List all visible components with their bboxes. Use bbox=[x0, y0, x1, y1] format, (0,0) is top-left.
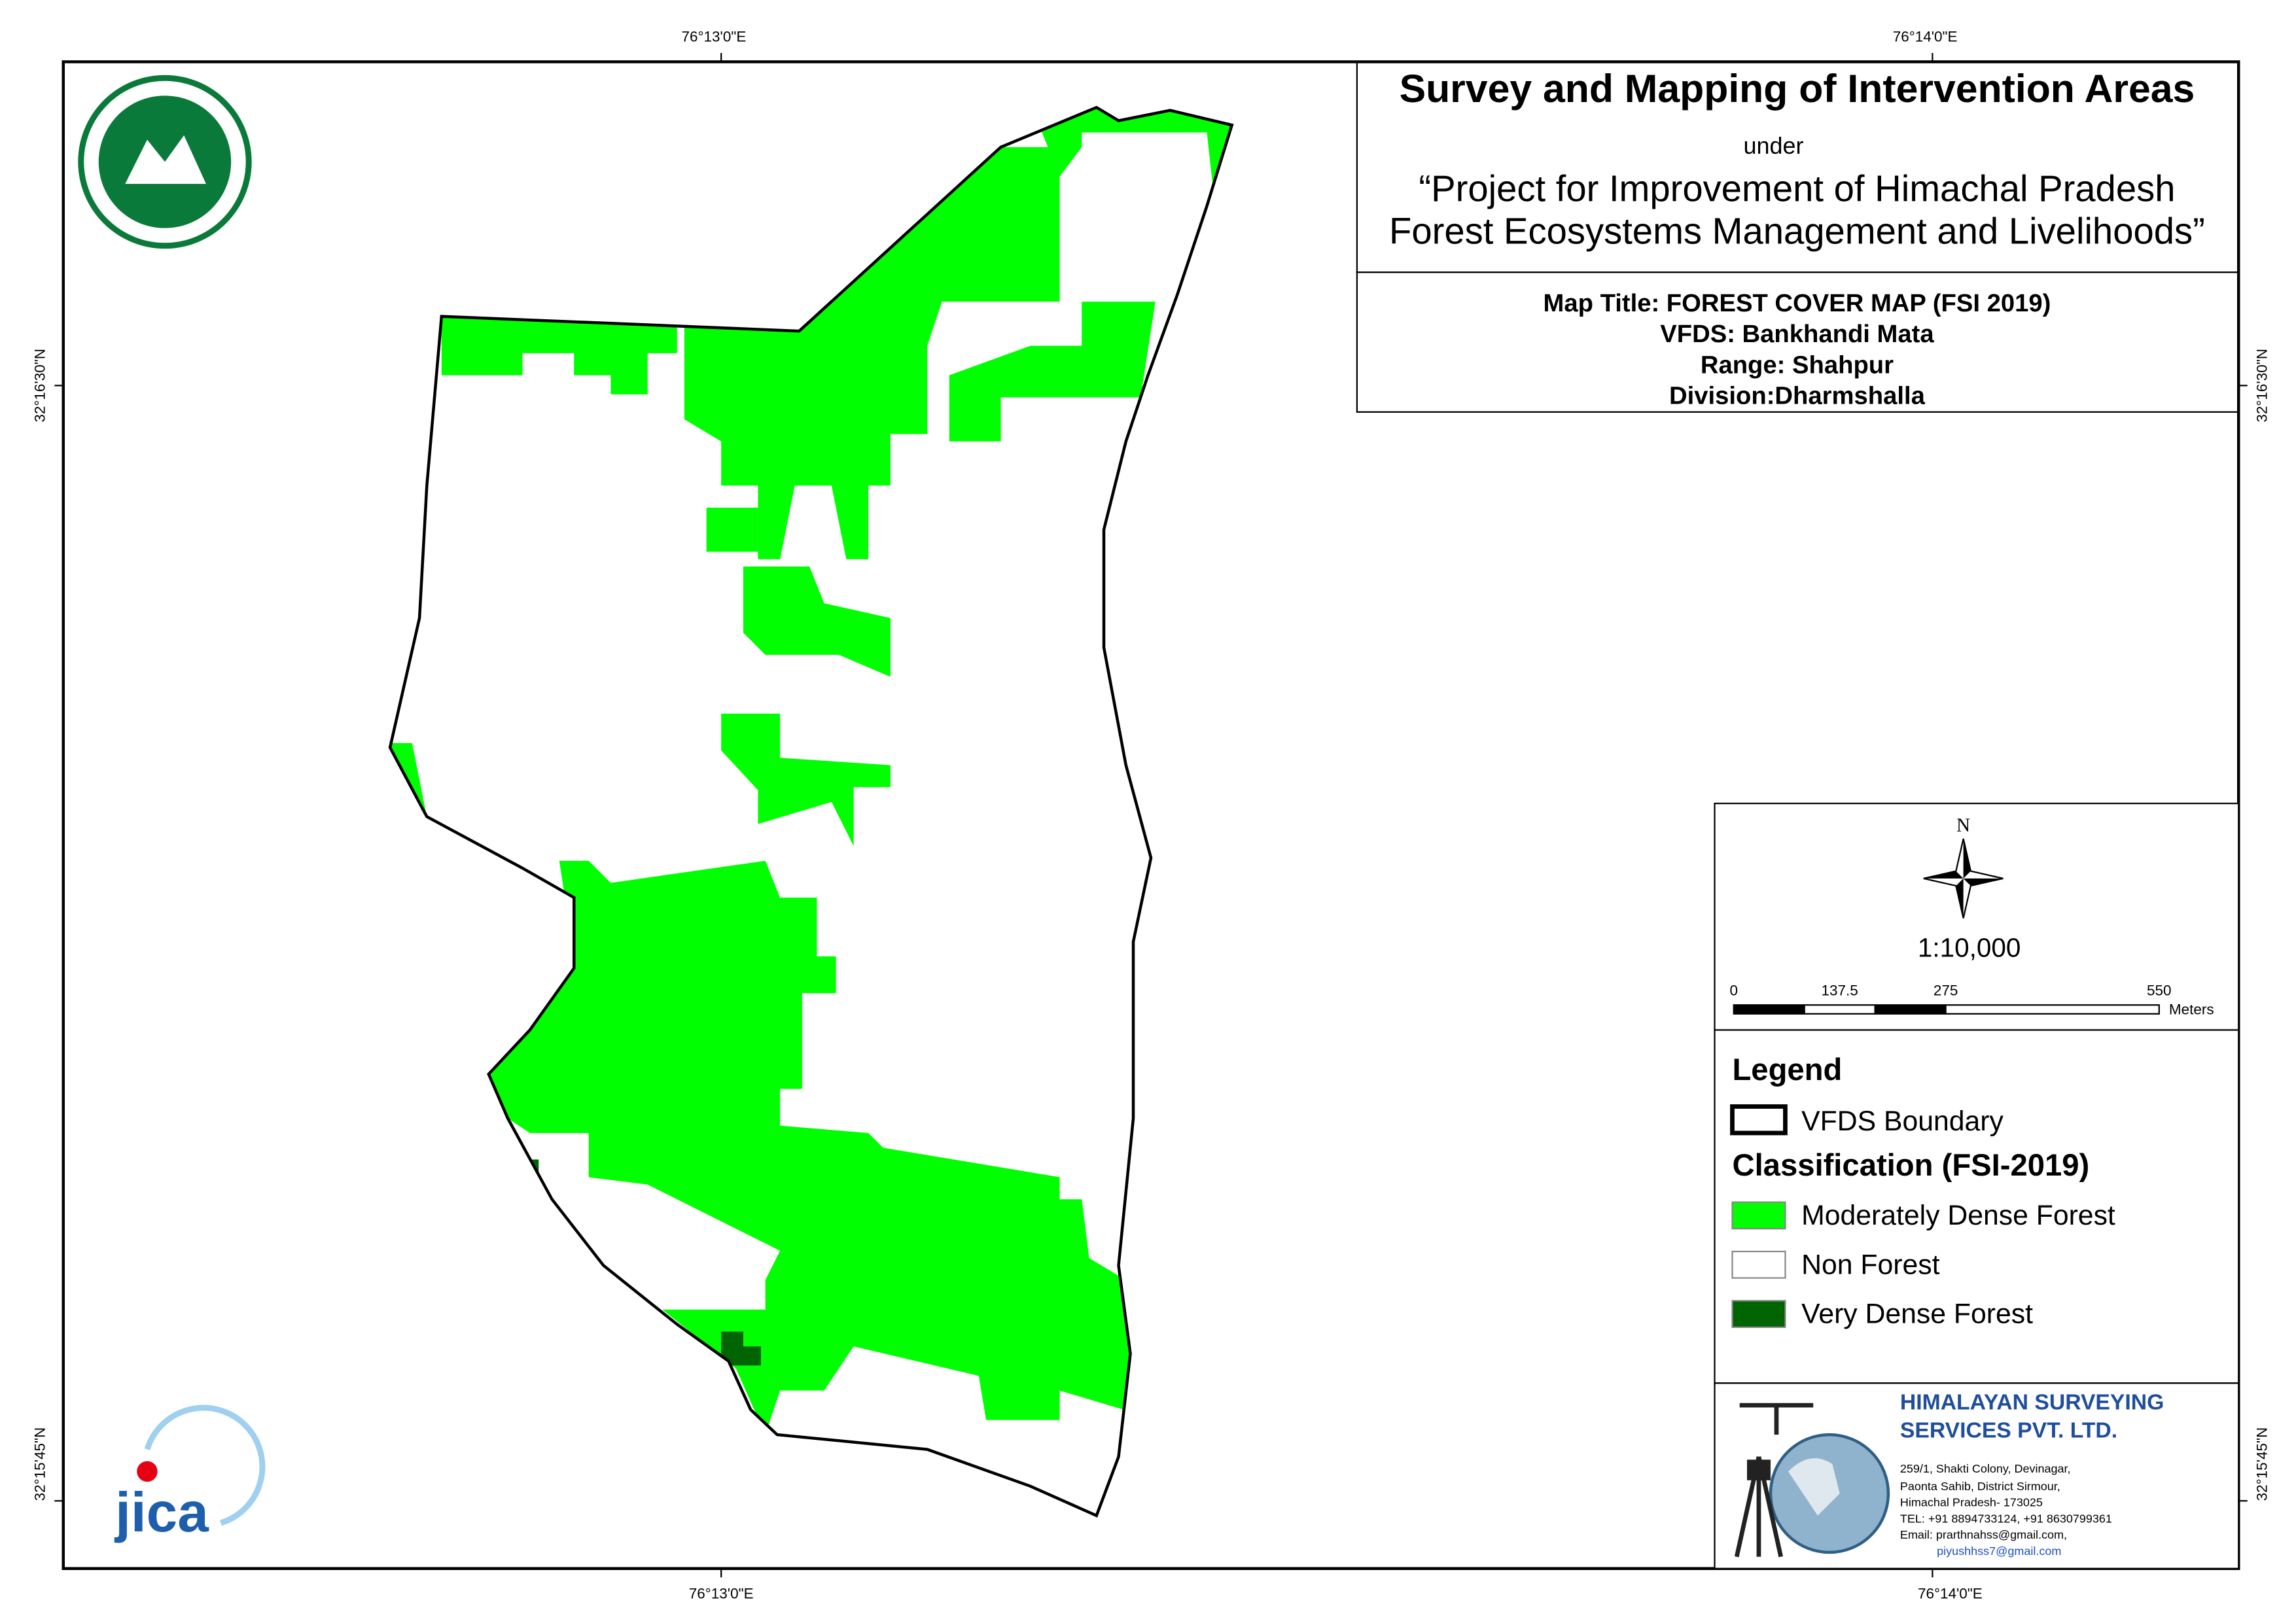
company-name: SERVICES PVT. LTD. bbox=[1900, 1418, 2117, 1442]
logo-arc bbox=[144, 1405, 266, 1526]
lat-label: 32°16'30"N bbox=[2254, 349, 2270, 423]
legend-label: Very Dense Forest bbox=[1801, 1299, 2033, 1330]
project-line: “Project for Improvement of Himachal Pra… bbox=[1419, 167, 2175, 209]
lon-label: 76°14'0"E bbox=[1893, 29, 1958, 45]
scale-unit: Meters bbox=[2169, 1002, 2214, 1018]
map-info: Map Title: FOREST COVER MAP (FSI 2019) bbox=[1544, 289, 2051, 317]
scale-label: 137.5 bbox=[1822, 982, 1858, 998]
address: Himachal Pradesh- 173025 bbox=[1900, 1496, 2043, 1509]
lon-label: 76°13'0"E bbox=[682, 29, 747, 45]
address: piyushhss7@gmail.com bbox=[1937, 1544, 2061, 1558]
legend-swatch bbox=[1730, 1104, 1788, 1136]
forest-patch bbox=[721, 1331, 761, 1366]
address: Paonta Sahib, District Sirmour, bbox=[1900, 1480, 2060, 1493]
project-line: Forest Ecosystems Management and Livelih… bbox=[1389, 211, 2205, 252]
logo-mountain bbox=[125, 135, 206, 184]
scale-box bbox=[1714, 803, 2240, 1031]
scale-label: 275 bbox=[1934, 982, 1958, 998]
forest-patch bbox=[721, 713, 891, 846]
lat-label: 32°15'45"N bbox=[2254, 1427, 2270, 1501]
legend-box bbox=[1714, 1029, 2240, 1384]
scale-text: 1:10,000 bbox=[1918, 933, 2021, 963]
lat-label: 32°15'45"N bbox=[31, 1427, 48, 1501]
scale-seg bbox=[1733, 1004, 1805, 1015]
company-name: HIMALAYAN SURVEYING bbox=[1900, 1390, 2164, 1415]
forest-patch bbox=[949, 302, 1156, 442]
forest-patch bbox=[478, 860, 1134, 1435]
address: TEL: +91 8894733124, +91 8630799361 bbox=[1900, 1512, 2112, 1525]
scale-label: 550 bbox=[2147, 982, 2172, 998]
legend-swatch bbox=[1731, 1300, 1786, 1329]
forest-patch bbox=[441, 316, 677, 394]
logo-text: jica bbox=[114, 1482, 209, 1544]
scale-seg bbox=[1874, 1004, 1947, 1015]
forest-patch bbox=[1030, 107, 1232, 199]
title: Survey and Mapping of Intervention Areas bbox=[1400, 66, 2195, 111]
logo-disc bbox=[98, 96, 232, 228]
scale-label: 0 bbox=[1729, 982, 1738, 998]
map-info: VFDS: Bankhandi Mata bbox=[1660, 320, 1934, 348]
under: under bbox=[1743, 132, 1803, 159]
lon-label: 76°13'0"E bbox=[689, 1586, 754, 1602]
lat-label: 32°16'30"N bbox=[31, 349, 48, 423]
camera bbox=[1746, 1459, 1771, 1480]
map-info: Division:Dharmshalla bbox=[1669, 382, 1926, 410]
jica-logo: jica bbox=[114, 1405, 266, 1544]
lon-label: 76°14'0"E bbox=[1918, 1586, 1983, 1602]
north-arrow-fill bbox=[1923, 839, 2004, 918]
map-info: Range: Shahpur bbox=[1701, 351, 1894, 379]
scale-seg bbox=[1803, 1004, 1876, 1015]
legend-swatch bbox=[1731, 1201, 1786, 1230]
globe-land bbox=[1788, 1458, 1840, 1516]
logo-dot bbox=[137, 1461, 158, 1482]
legend-subtitle: Classification (FSI-2019) bbox=[1732, 1148, 2089, 1183]
forest-patch bbox=[743, 566, 891, 677]
legend-label: Moderately Dense Forest bbox=[1801, 1200, 2115, 1231]
north-label: N bbox=[1956, 815, 1970, 836]
scale-seg bbox=[1945, 1004, 2160, 1015]
info-box bbox=[1356, 271, 2240, 413]
legend-title: Legend bbox=[1732, 1053, 1842, 1087]
legend-label: Non Forest bbox=[1801, 1249, 1939, 1280]
legend-classes: Moderately Dense Forest Non Forest Very De… bbox=[1731, 1200, 2115, 1330]
tripod bbox=[1734, 1403, 1814, 1558]
address: Email: prarthnahss@gmail.com, bbox=[1900, 1528, 2067, 1541]
company-logo bbox=[1734, 1403, 1890, 1558]
forest-patch bbox=[706, 508, 758, 552]
forest-dept-logo bbox=[78, 75, 252, 249]
address: 259/1, Shakti Colony, Devinagar, bbox=[1900, 1462, 2071, 1475]
legend-label: VFDS Boundary bbox=[1801, 1106, 2004, 1137]
graticule-labels: 76°13'0"E 76°14'0"E 76°13'0"E 76°14'0"E … bbox=[31, 29, 2270, 1602]
ticks bbox=[54, 52, 2248, 1578]
legend-swatch bbox=[1731, 1250, 1786, 1279]
